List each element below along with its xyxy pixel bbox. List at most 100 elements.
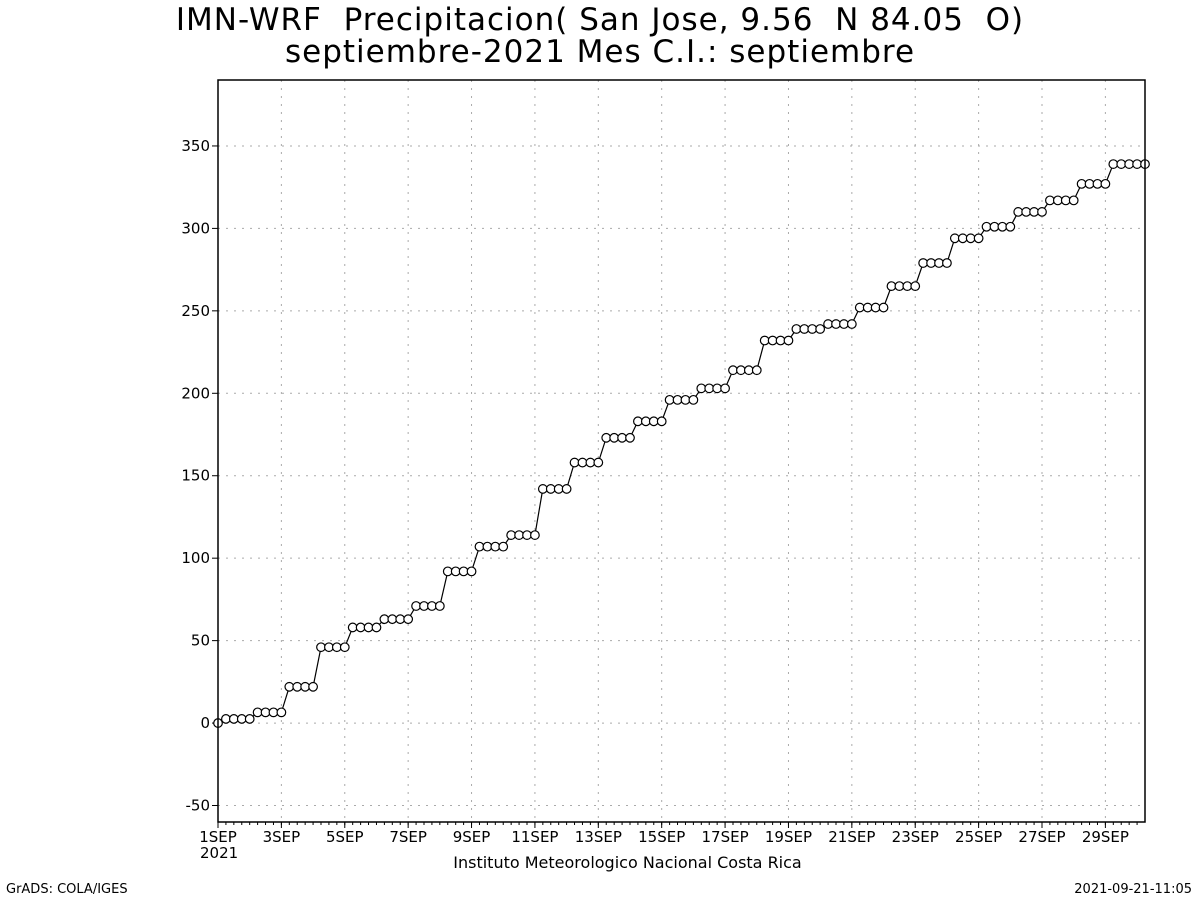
data-point [918,258,929,268]
data-point [1124,159,1135,169]
x-tick-label: 23SEP [892,828,939,846]
data-point [1076,178,1087,189]
data-point [815,324,826,334]
precip-series-line [217,163,1145,724]
data-point [292,681,303,692]
y-tick-label: 150 [181,467,210,485]
data-point [1045,195,1055,206]
data-point [728,365,738,376]
data-point [625,432,635,443]
x-tick-label: 9SEP [453,828,491,846]
data-point [981,221,992,232]
x-tick-label: 3SEP [263,828,301,846]
data-point [656,416,667,427]
data-point [403,614,414,625]
data-point [316,642,326,653]
data-point [807,324,818,334]
data-point [498,541,509,552]
data-point [585,457,596,468]
data-point [530,530,540,540]
x-tick-label: 25SEP [955,828,1002,846]
y-tick-label: 350 [181,137,210,155]
data-point [474,541,485,552]
y-tick-label: -50 [186,797,211,815]
data-point [854,302,865,313]
data-point [244,714,255,724]
data-point [458,566,469,577]
x-tick-label: 15SEP [638,828,685,846]
x-tick-label: 13SEP [575,828,622,846]
data-point [324,642,334,653]
x-tick-label: 1SEP [199,828,237,846]
data-point [355,622,366,633]
x-tick-label: 21SEP [828,828,875,846]
data-point [427,601,437,611]
plot-frame [217,79,1146,823]
data-point [712,383,723,394]
data-point [633,416,643,427]
data-point [775,335,786,346]
data-point [260,707,271,718]
data-point [514,530,524,540]
data-point [736,365,746,376]
data-point [1052,195,1063,206]
data-point [696,383,707,394]
data-point [569,457,580,468]
data-point [339,642,350,653]
data-point [252,707,263,718]
y-tick-label: 50 [191,632,210,650]
data-point [862,302,873,313]
data-point [1132,159,1142,169]
chart-subtitle: septiembre-2021 Mes C.I.: septiembre [284,34,916,70]
data-point [411,601,421,611]
data-point [839,319,849,329]
x-tick-label: 5SEP [326,828,364,846]
data-point [522,530,532,540]
data-point [434,601,445,611]
data-point [664,394,675,405]
data-point [680,394,691,405]
data-point [228,714,239,724]
data-point [831,319,841,329]
data-point [221,714,231,724]
data-point [688,394,699,405]
data-point [1100,178,1111,189]
y-tick-label: 250 [181,302,210,320]
data-point [767,335,778,346]
x-tick-label: 29SEP [1082,828,1129,846]
data-point [1108,159,1119,169]
data-point [1084,178,1095,189]
x-tick-label: 11SEP [511,828,558,846]
data-point [878,302,889,313]
data-point [894,281,905,292]
data-point [989,221,1000,232]
data-point [720,383,730,394]
data-point [1021,207,1032,217]
data-point [704,383,715,394]
data-point [617,432,627,443]
data-point [957,233,968,244]
data-point [973,233,984,244]
data-point [561,484,572,494]
institute-label: Instituto Meteorologico Nacional Costa R… [453,853,802,872]
data-point [823,319,833,329]
data-point [965,233,976,244]
data-point [419,601,429,611]
data-point [886,281,897,292]
data-point [910,281,921,292]
data-point [759,335,770,346]
data-point [1092,178,1103,189]
data-point [466,566,477,577]
data-point [482,541,493,552]
data-point [537,484,548,494]
data-point [1029,207,1039,217]
y-tick-label: 300 [181,219,210,237]
y-tick-label: 0 [200,714,210,732]
data-point [545,484,556,494]
data-point [308,681,318,692]
chart-title: IMN-WRF Precipitacion( San Jose, 9.56 N … [175,2,1025,38]
x-tick-label: 17SEP [702,828,749,846]
y-tick-label: 200 [181,384,210,402]
data-point [648,416,659,427]
data-point [640,416,651,427]
